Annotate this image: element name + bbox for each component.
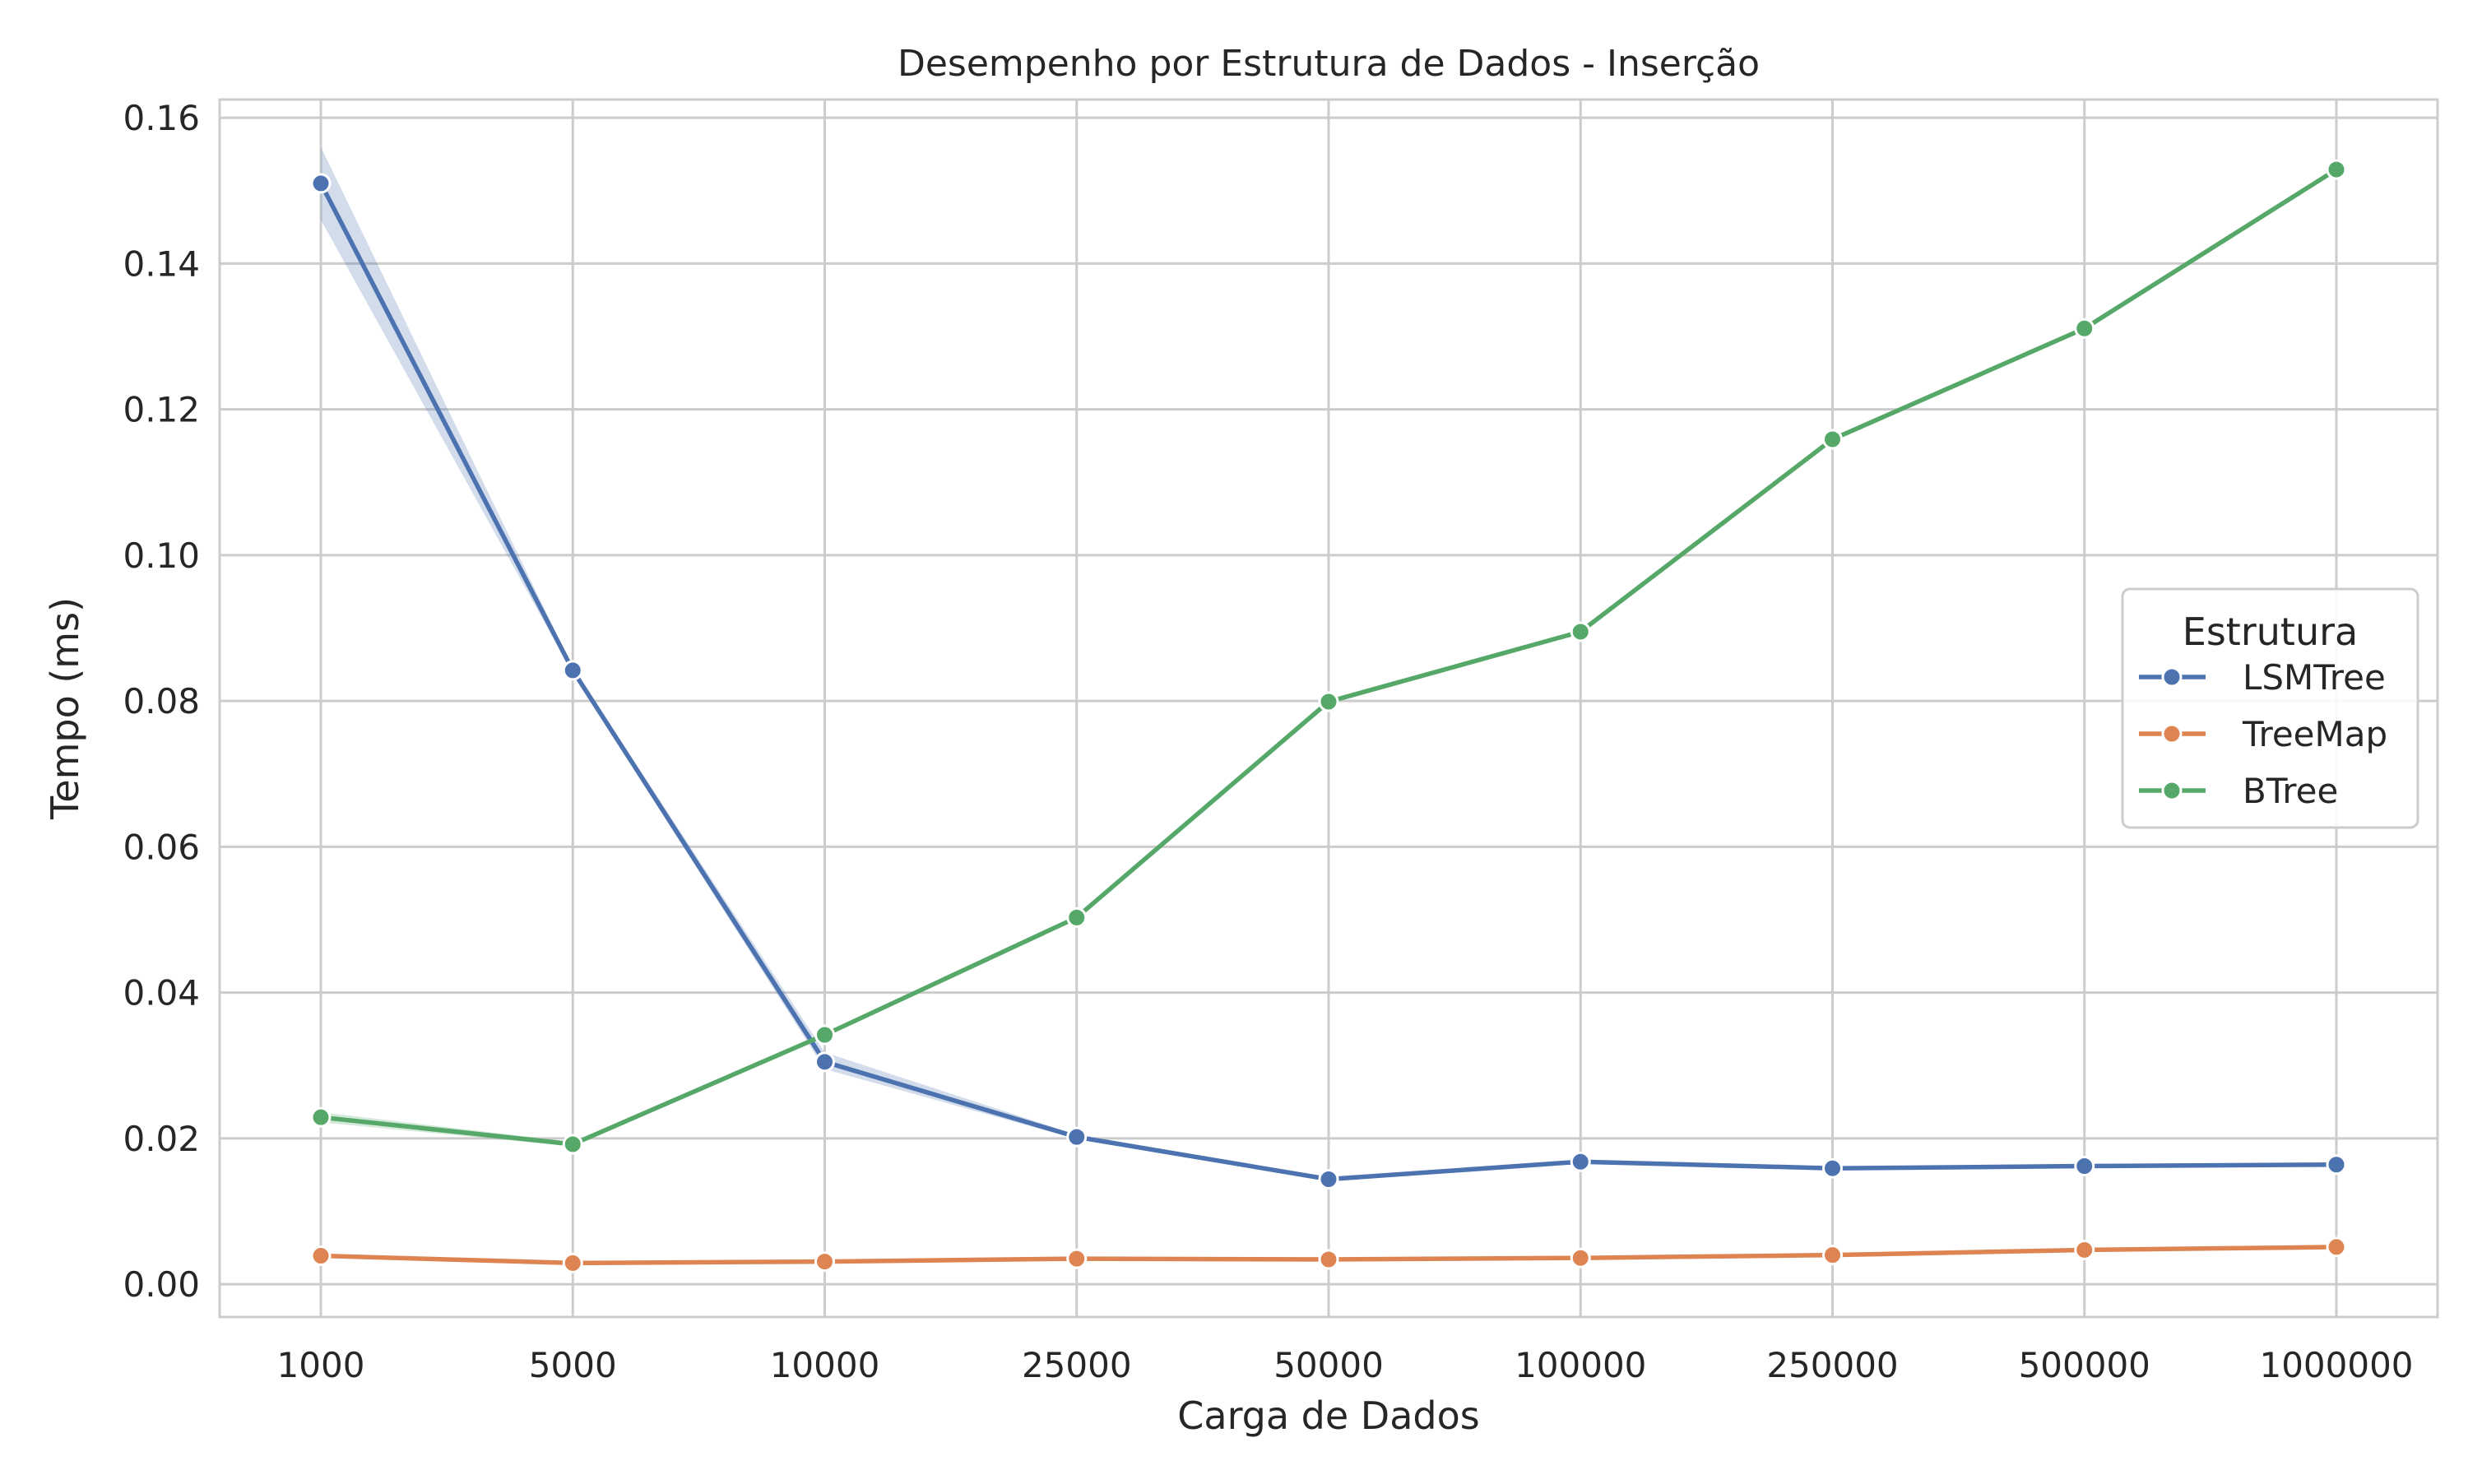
y-tick-label: 0.12: [123, 390, 200, 430]
x-tick-label: 5000: [529, 1345, 617, 1385]
legend-marker: [2161, 723, 2183, 744]
y-tick-label: 0.00: [123, 1264, 200, 1305]
legend-label: TreeMap: [2242, 714, 2387, 754]
y-tick-label: 0.10: [123, 536, 200, 576]
x-tick-label: 25000: [1022, 1345, 1132, 1385]
data-point: [2326, 159, 2347, 180]
data-point: [1570, 1247, 1591, 1268]
plot-frame: [218, 98, 2439, 1319]
data-point: [1570, 1151, 1591, 1172]
legend-items: LSMTree TreeMap BTree: [2139, 657, 2387, 811]
data-point: [310, 1245, 332, 1267]
data-point: [2074, 1156, 2095, 1177]
x-tick-label: 100000: [1515, 1345, 1646, 1385]
y-tick-label: 0.08: [123, 681, 200, 721]
x-tick-label: 1000000: [2259, 1345, 2413, 1385]
data-point: [1822, 1245, 1843, 1266]
x-tick-label: 50000: [1273, 1345, 1384, 1385]
legend-marker: [2161, 780, 2183, 801]
y-tick-label: 0.16: [123, 98, 200, 138]
data-point: [310, 173, 332, 194]
x-tick-label: 10000: [770, 1345, 880, 1385]
y-tick-label: 0.02: [123, 1119, 200, 1159]
data-point: [562, 660, 583, 681]
legend-marker: [2161, 666, 2183, 688]
legend-label: LSMTree: [2243, 657, 2386, 698]
x-tick-label: 500000: [2019, 1345, 2150, 1385]
y-tick-label: 0.14: [123, 243, 200, 284]
legend-box: [2121, 587, 2419, 829]
data-point: [2326, 1236, 2347, 1258]
data-point: [562, 1252, 583, 1273]
x-axis-label: Carga de Dados: [1177, 1394, 1479, 1438]
data-point: [1066, 1248, 1088, 1269]
y-axis-ticks: 0.00 0.02 0.04 0.06 0.08 0.10 0.12 0.14 0.16: [123, 98, 200, 1305]
x-tick-label: 1000: [277, 1345, 365, 1385]
data-point: [562, 1134, 583, 1155]
data-point: [814, 1024, 835, 1046]
data-point: [2326, 1154, 2347, 1176]
legend: Estrutura LSMTree TreeMap BTree: [2121, 587, 2419, 829]
legend-label: BTree: [2243, 771, 2338, 811]
x-axis-ticks: 1000 5000 10000 25000 50000 100000 250000 50000…: [277, 1345, 2414, 1385]
data-point: [1822, 1157, 1843, 1179]
data-point: [2074, 318, 2095, 339]
data-point: [814, 1251, 835, 1273]
y-tick-label: 0.06: [123, 827, 200, 867]
chart-title: Desempenho por Estrutura de Dados - Inse…: [898, 43, 1760, 85]
data-point: [2074, 1239, 2095, 1260]
y-tick-label: 0.04: [123, 973, 200, 1013]
data-point: [1570, 621, 1591, 642]
data-point: [1066, 907, 1088, 928]
data-point: [1066, 1126, 1088, 1148]
legend-title: Estrutura: [2183, 610, 2358, 654]
data-point: [814, 1051, 835, 1073]
data-point: [1822, 429, 1843, 450]
data-points: [310, 159, 2347, 1273]
y-axis-label: Tempo (ms): [43, 597, 87, 820]
x-tick-label: 250000: [1766, 1345, 1898, 1385]
data-point: [1318, 1169, 1339, 1190]
data-point: [1318, 691, 1339, 712]
data-point: [1318, 1249, 1339, 1270]
data-point: [310, 1106, 332, 1128]
